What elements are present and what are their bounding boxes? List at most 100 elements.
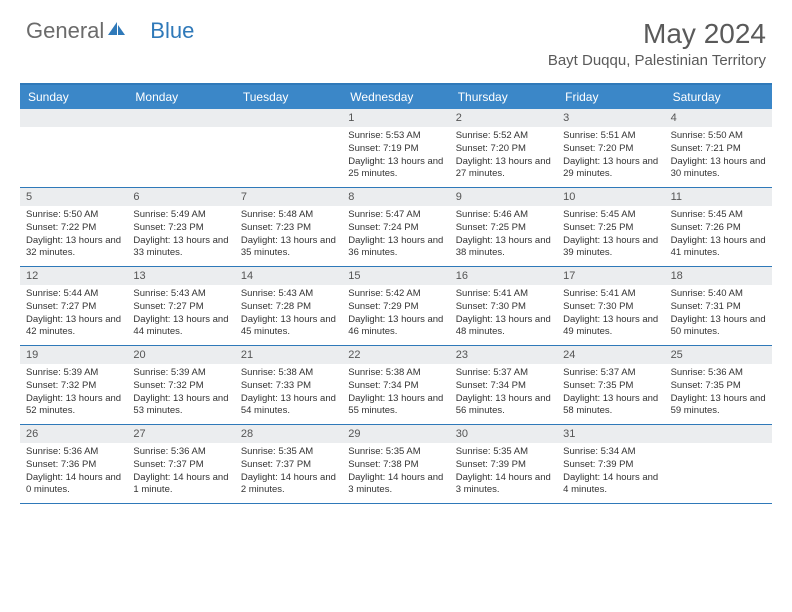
day-details: Sunrise: 5:47 AMSunset: 7:24 PMDaylight:…	[342, 206, 449, 264]
day-cell: 30Sunrise: 5:35 AMSunset: 7:39 PMDayligh…	[450, 425, 557, 503]
day-number-empty	[235, 109, 342, 127]
logo-sail-icon	[106, 18, 126, 44]
day-number: 8	[342, 188, 449, 206]
day-number-empty	[127, 109, 234, 127]
day-details: Sunrise: 5:51 AMSunset: 7:20 PMDaylight:…	[557, 127, 664, 185]
day-cell	[665, 425, 772, 503]
day-details: Sunrise: 5:39 AMSunset: 7:32 PMDaylight:…	[20, 364, 127, 422]
day-number: 22	[342, 346, 449, 364]
location-label: Bayt Duqqu, Palestinian Territory	[548, 52, 766, 69]
day-details: Sunrise: 5:52 AMSunset: 7:20 PMDaylight:…	[450, 127, 557, 185]
day-cell: 28Sunrise: 5:35 AMSunset: 7:37 PMDayligh…	[235, 425, 342, 503]
header: General Blue May 2024 Bayt Duqqu, Palest…	[0, 0, 792, 77]
day-number: 17	[557, 267, 664, 285]
day-cell: 26Sunrise: 5:36 AMSunset: 7:36 PMDayligh…	[20, 425, 127, 503]
day-number: 29	[342, 425, 449, 443]
day-cell: 3Sunrise: 5:51 AMSunset: 7:20 PMDaylight…	[557, 109, 664, 187]
day-number: 23	[450, 346, 557, 364]
day-number: 13	[127, 267, 234, 285]
day-cell: 4Sunrise: 5:50 AMSunset: 7:21 PMDaylight…	[665, 109, 772, 187]
weekday-label: Wednesday	[342, 85, 449, 109]
day-number: 25	[665, 346, 772, 364]
weekday-label: Friday	[557, 85, 664, 109]
day-cell: 17Sunrise: 5:41 AMSunset: 7:30 PMDayligh…	[557, 267, 664, 345]
day-cell: 23Sunrise: 5:37 AMSunset: 7:34 PMDayligh…	[450, 346, 557, 424]
day-details: Sunrise: 5:44 AMSunset: 7:27 PMDaylight:…	[20, 285, 127, 343]
day-number: 9	[450, 188, 557, 206]
day-number: 5	[20, 188, 127, 206]
day-details: Sunrise: 5:35 AMSunset: 7:37 PMDaylight:…	[235, 443, 342, 501]
weekday-label: Monday	[127, 85, 234, 109]
day-number: 28	[235, 425, 342, 443]
day-details: Sunrise: 5:41 AMSunset: 7:30 PMDaylight:…	[450, 285, 557, 343]
day-cell: 18Sunrise: 5:40 AMSunset: 7:31 PMDayligh…	[665, 267, 772, 345]
day-number: 14	[235, 267, 342, 285]
day-cell	[235, 109, 342, 187]
day-cell: 20Sunrise: 5:39 AMSunset: 7:32 PMDayligh…	[127, 346, 234, 424]
day-number: 26	[20, 425, 127, 443]
day-number: 3	[557, 109, 664, 127]
day-number: 20	[127, 346, 234, 364]
day-details: Sunrise: 5:38 AMSunset: 7:34 PMDaylight:…	[342, 364, 449, 422]
day-details: Sunrise: 5:36 AMSunset: 7:37 PMDaylight:…	[127, 443, 234, 501]
day-cell: 19Sunrise: 5:39 AMSunset: 7:32 PMDayligh…	[20, 346, 127, 424]
day-details: Sunrise: 5:50 AMSunset: 7:21 PMDaylight:…	[665, 127, 772, 185]
day-details: Sunrise: 5:43 AMSunset: 7:27 PMDaylight:…	[127, 285, 234, 343]
day-details: Sunrise: 5:37 AMSunset: 7:35 PMDaylight:…	[557, 364, 664, 422]
day-number: 16	[450, 267, 557, 285]
day-number: 27	[127, 425, 234, 443]
day-details: Sunrise: 5:37 AMSunset: 7:34 PMDaylight:…	[450, 364, 557, 422]
day-cell: 11Sunrise: 5:45 AMSunset: 7:26 PMDayligh…	[665, 188, 772, 266]
day-details: Sunrise: 5:34 AMSunset: 7:39 PMDaylight:…	[557, 443, 664, 501]
day-details: Sunrise: 5:36 AMSunset: 7:35 PMDaylight:…	[665, 364, 772, 422]
day-details: Sunrise: 5:48 AMSunset: 7:23 PMDaylight:…	[235, 206, 342, 264]
day-number: 21	[235, 346, 342, 364]
day-cell: 25Sunrise: 5:36 AMSunset: 7:35 PMDayligh…	[665, 346, 772, 424]
week-row: 19Sunrise: 5:39 AMSunset: 7:32 PMDayligh…	[20, 346, 772, 425]
day-details: Sunrise: 5:40 AMSunset: 7:31 PMDaylight:…	[665, 285, 772, 343]
day-cell: 8Sunrise: 5:47 AMSunset: 7:24 PMDaylight…	[342, 188, 449, 266]
month-title: May 2024	[548, 18, 766, 50]
day-cell	[127, 109, 234, 187]
weekday-label: Tuesday	[235, 85, 342, 109]
day-number-empty	[20, 109, 127, 127]
day-details: Sunrise: 5:41 AMSunset: 7:30 PMDaylight:…	[557, 285, 664, 343]
calendar: SundayMondayTuesdayWednesdayThursdayFrid…	[20, 83, 772, 504]
day-cell: 10Sunrise: 5:45 AMSunset: 7:25 PMDayligh…	[557, 188, 664, 266]
day-number: 1	[342, 109, 449, 127]
day-cell: 2Sunrise: 5:52 AMSunset: 7:20 PMDaylight…	[450, 109, 557, 187]
day-cell: 24Sunrise: 5:37 AMSunset: 7:35 PMDayligh…	[557, 346, 664, 424]
day-cell: 27Sunrise: 5:36 AMSunset: 7:37 PMDayligh…	[127, 425, 234, 503]
day-number: 24	[557, 346, 664, 364]
day-number: 10	[557, 188, 664, 206]
week-row: 5Sunrise: 5:50 AMSunset: 7:22 PMDaylight…	[20, 188, 772, 267]
day-details: Sunrise: 5:35 AMSunset: 7:39 PMDaylight:…	[450, 443, 557, 501]
day-details: Sunrise: 5:43 AMSunset: 7:28 PMDaylight:…	[235, 285, 342, 343]
day-details: Sunrise: 5:36 AMSunset: 7:36 PMDaylight:…	[20, 443, 127, 501]
weekday-label: Saturday	[665, 85, 772, 109]
day-number: 4	[665, 109, 772, 127]
day-cell: 14Sunrise: 5:43 AMSunset: 7:28 PMDayligh…	[235, 267, 342, 345]
day-details: Sunrise: 5:45 AMSunset: 7:25 PMDaylight:…	[557, 206, 664, 264]
week-row: 26Sunrise: 5:36 AMSunset: 7:36 PMDayligh…	[20, 425, 772, 504]
day-details: Sunrise: 5:39 AMSunset: 7:32 PMDaylight:…	[127, 364, 234, 422]
day-number: 30	[450, 425, 557, 443]
logo: General Blue	[26, 18, 194, 44]
logo-text-blue: Blue	[150, 18, 194, 44]
day-cell: 29Sunrise: 5:35 AMSunset: 7:38 PMDayligh…	[342, 425, 449, 503]
day-cell: 21Sunrise: 5:38 AMSunset: 7:33 PMDayligh…	[235, 346, 342, 424]
weeks-container: 1Sunrise: 5:53 AMSunset: 7:19 PMDaylight…	[20, 109, 772, 504]
day-cell: 13Sunrise: 5:43 AMSunset: 7:27 PMDayligh…	[127, 267, 234, 345]
day-cell: 31Sunrise: 5:34 AMSunset: 7:39 PMDayligh…	[557, 425, 664, 503]
day-cell: 1Sunrise: 5:53 AMSunset: 7:19 PMDaylight…	[342, 109, 449, 187]
weekday-label: Sunday	[20, 85, 127, 109]
day-number: 7	[235, 188, 342, 206]
day-details: Sunrise: 5:50 AMSunset: 7:22 PMDaylight:…	[20, 206, 127, 264]
day-number: 6	[127, 188, 234, 206]
day-details: Sunrise: 5:45 AMSunset: 7:26 PMDaylight:…	[665, 206, 772, 264]
day-details: Sunrise: 5:38 AMSunset: 7:33 PMDaylight:…	[235, 364, 342, 422]
day-cell: 9Sunrise: 5:46 AMSunset: 7:25 PMDaylight…	[450, 188, 557, 266]
logo-text-general: General	[26, 18, 104, 44]
week-row: 12Sunrise: 5:44 AMSunset: 7:27 PMDayligh…	[20, 267, 772, 346]
day-cell: 16Sunrise: 5:41 AMSunset: 7:30 PMDayligh…	[450, 267, 557, 345]
